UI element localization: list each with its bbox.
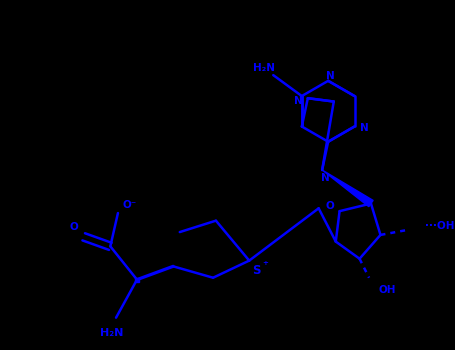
Text: H₂N: H₂N (253, 63, 275, 72)
Text: O⁻: O⁻ (122, 201, 136, 210)
Polygon shape (322, 170, 373, 206)
Text: O: O (326, 201, 334, 211)
Text: N: N (294, 96, 303, 106)
Text: +: + (263, 259, 268, 266)
Text: ···OH: ···OH (425, 221, 455, 231)
Text: O: O (70, 222, 79, 232)
Text: N: N (321, 173, 329, 183)
Text: OH: OH (379, 285, 396, 295)
Text: H₂N: H₂N (100, 328, 123, 338)
Text: N: N (359, 124, 369, 133)
Text: S: S (253, 264, 261, 276)
Text: N: N (326, 71, 334, 81)
